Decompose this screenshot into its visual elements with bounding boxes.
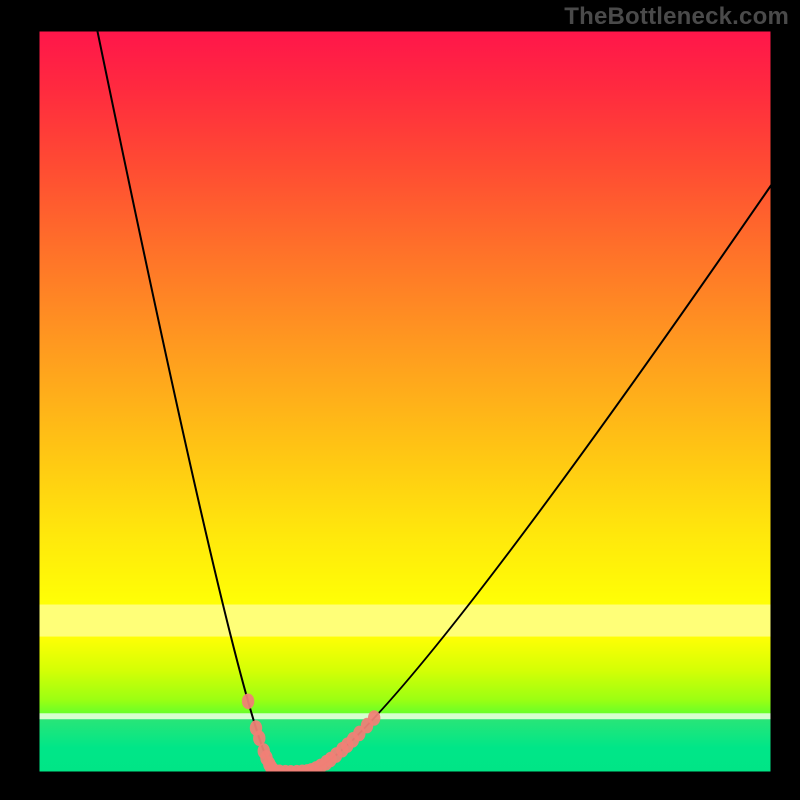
watermark-text: TheBottleneck.com [564, 3, 789, 31]
chart-svg [0, 0, 800, 800]
curve-marker [368, 710, 380, 726]
curve-marker [242, 693, 254, 709]
plot-background [37, 29, 773, 774]
